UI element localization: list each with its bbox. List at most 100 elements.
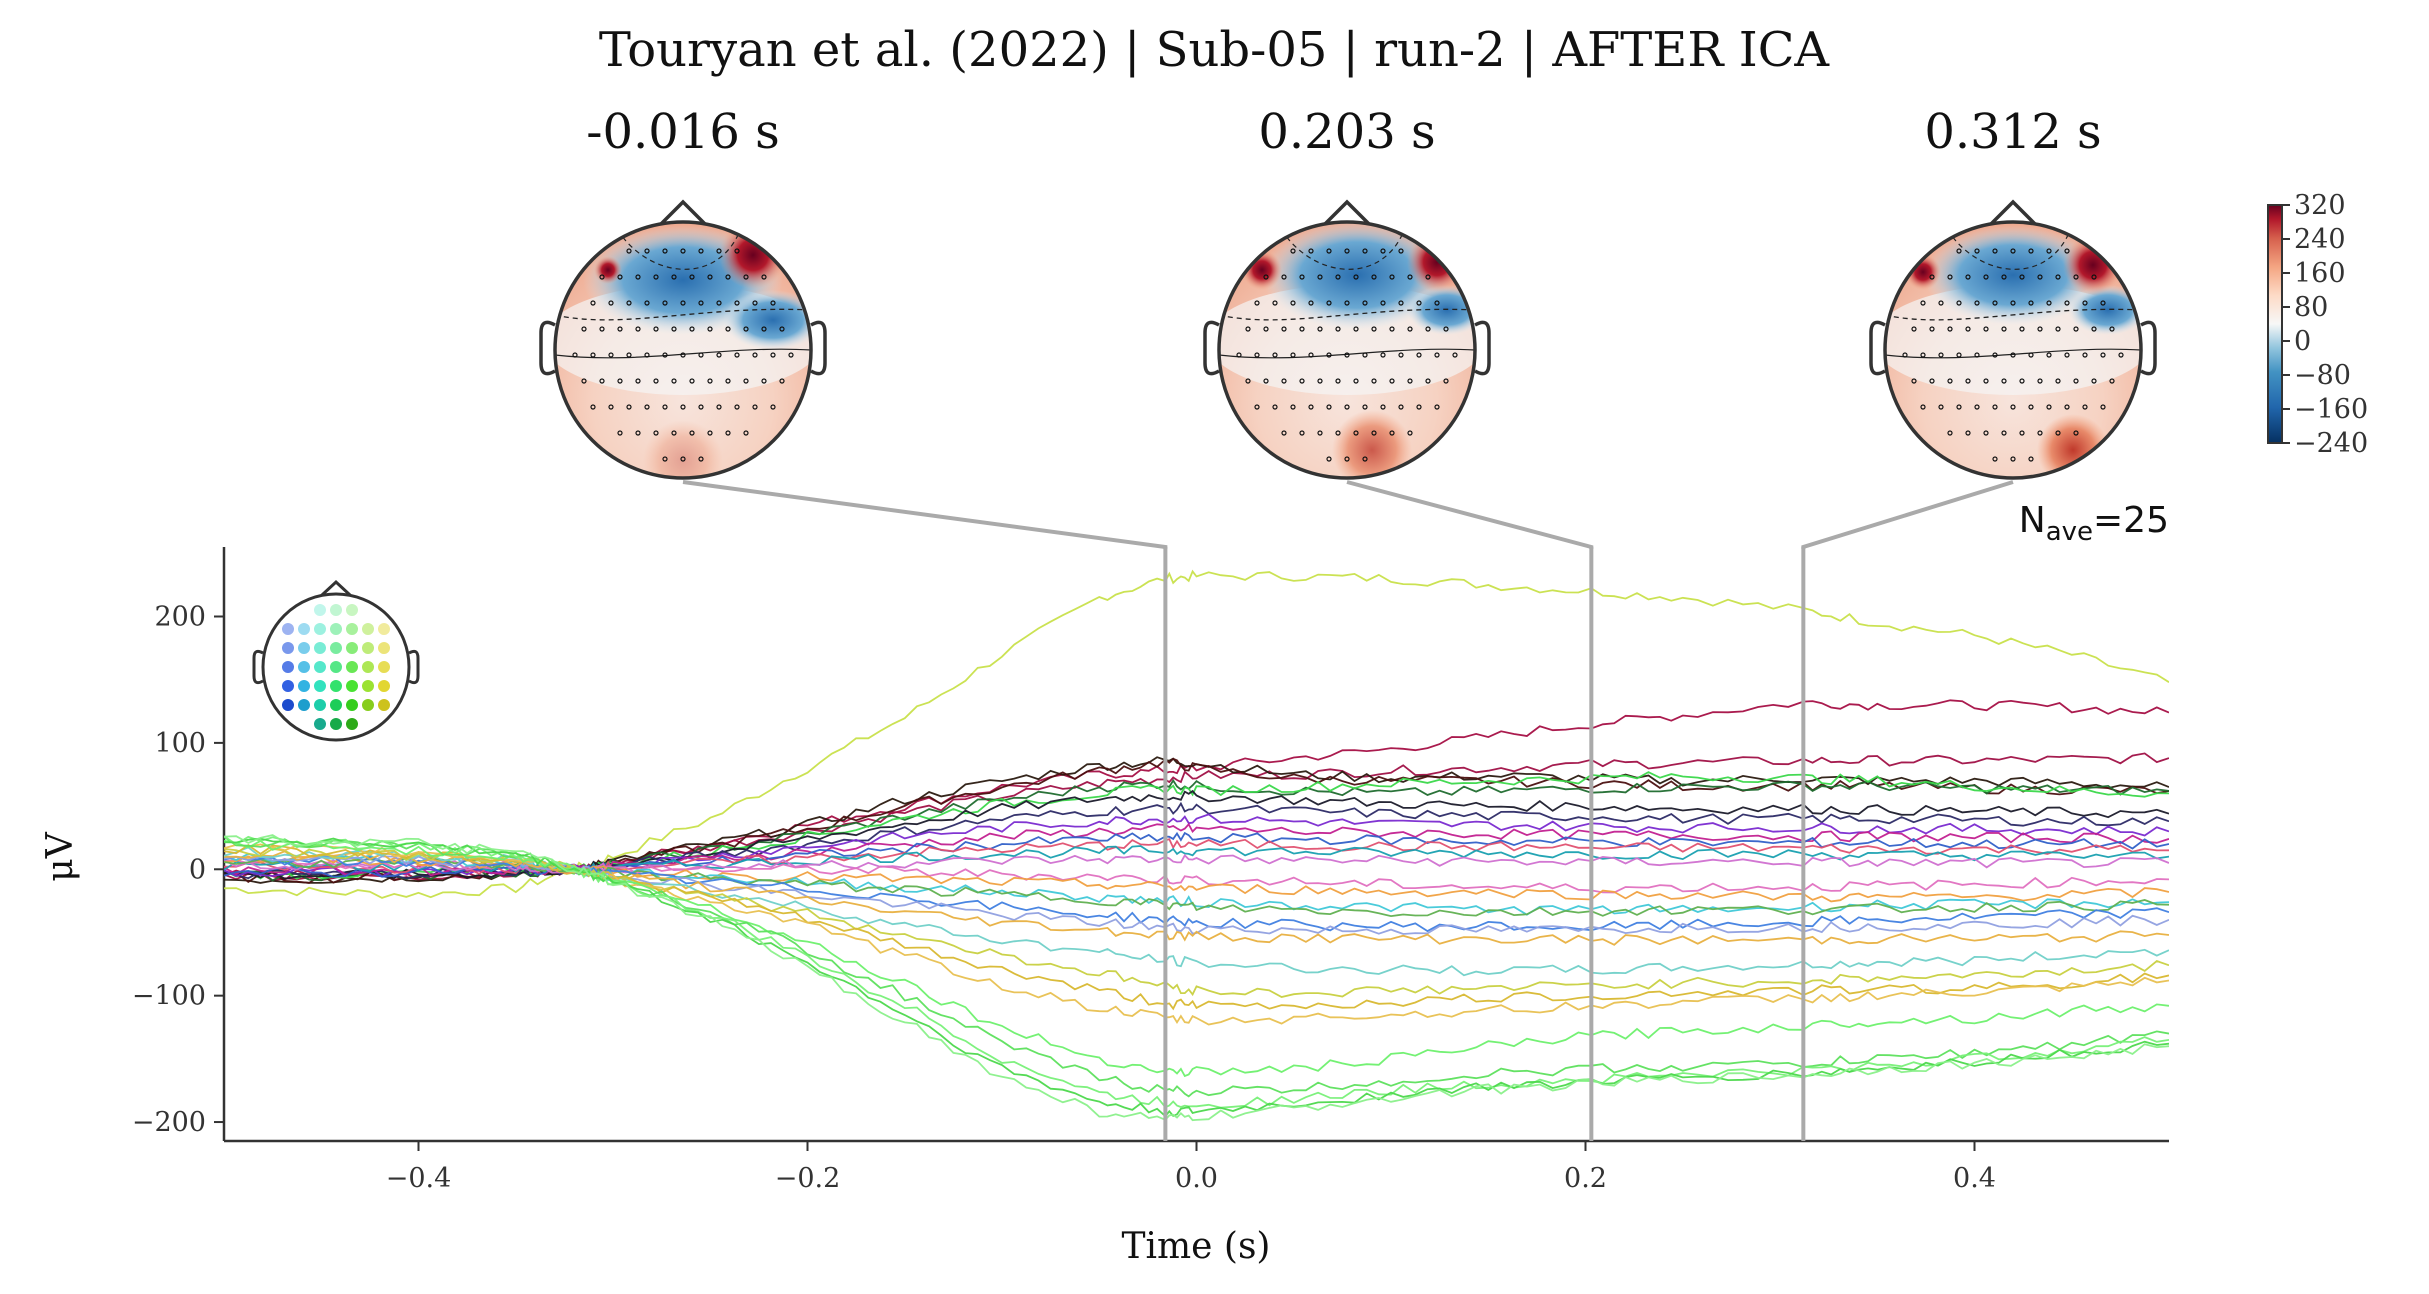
sensor-dot xyxy=(314,642,326,654)
sensor-dot xyxy=(314,604,326,616)
sensor-dot xyxy=(298,661,310,673)
nave-annotation: Nave=25 xyxy=(2019,500,2169,547)
colorbar-gradient xyxy=(2267,204,2283,444)
nave-eq: =25 xyxy=(2093,500,2169,541)
sensor-legend-inset xyxy=(252,579,420,742)
sensor-dot xyxy=(314,680,326,692)
right-ear xyxy=(2140,320,2157,376)
sensor-dot xyxy=(314,661,326,673)
sensor-dot xyxy=(330,680,342,692)
sensor-dot xyxy=(282,642,294,654)
head-outline xyxy=(1883,220,2143,480)
left-ear xyxy=(1869,320,1886,376)
sensor-dot xyxy=(282,661,294,673)
nave-n: N xyxy=(2019,500,2046,541)
colorbar-tick-label: 0 xyxy=(2294,326,2311,357)
colorbar-tick-label: −80 xyxy=(2294,360,2351,391)
topomap-1 xyxy=(539,199,827,480)
left-ear xyxy=(1203,320,1220,376)
topomap-field xyxy=(1885,222,2141,478)
x-axis-label: Time (s) xyxy=(1122,1226,1271,1267)
colorbar-tick-label: −240 xyxy=(2294,428,2368,459)
sensor-dot xyxy=(378,661,390,673)
sensor-dot xyxy=(346,623,358,635)
sensor-dot xyxy=(346,718,358,730)
sensor-dot xyxy=(362,642,374,654)
butterfly-axes: −0.4 −0.2 0.0 0.2 0.4 −200 −100 0 100 200 xyxy=(132,547,2169,1194)
topomap-field xyxy=(1219,222,1475,478)
topomap-field xyxy=(555,222,811,478)
sensor-dot xyxy=(298,699,310,711)
sensor-dot xyxy=(378,680,390,692)
sensor-dot xyxy=(362,699,374,711)
sensor-dot xyxy=(346,604,358,616)
sensor-dot xyxy=(362,661,374,673)
sensor-dot xyxy=(346,661,358,673)
eeg-trace xyxy=(224,569,2169,899)
y-axis-label: μV xyxy=(40,831,81,881)
sensor-dot xyxy=(282,680,294,692)
sensor-dot xyxy=(282,623,294,635)
sensor-dot xyxy=(346,642,358,654)
right-ear xyxy=(810,320,827,376)
head-outline xyxy=(1217,220,1477,480)
topomaps xyxy=(539,199,2157,480)
y-tick-label: 0 xyxy=(189,854,206,885)
nose xyxy=(1989,199,2037,226)
x-tick-label: 0.0 xyxy=(1175,1163,1218,1194)
sensor-dot xyxy=(362,623,374,635)
right-ear xyxy=(1474,320,1491,376)
y-tick-label: −100 xyxy=(132,981,206,1012)
sensor-dot xyxy=(298,623,310,635)
sensor-dot xyxy=(282,699,294,711)
head-outline xyxy=(553,220,813,480)
colorbar-tick-label: −160 xyxy=(2294,394,2368,425)
topomap-3 xyxy=(1869,199,2157,480)
sensor-dot xyxy=(330,604,342,616)
nave-sub: ave xyxy=(2046,517,2093,547)
sensor-dot xyxy=(330,623,342,635)
x-tick-label: 0.4 xyxy=(1953,1163,1996,1194)
sensor-dot xyxy=(330,642,342,654)
sensor-dot xyxy=(346,680,358,692)
eeg-traces xyxy=(224,569,2169,1122)
colorbar-tick-label: 160 xyxy=(2294,258,2346,289)
nose xyxy=(1323,199,1371,226)
topomap-connector xyxy=(682,480,1168,549)
x-tick-label: −0.2 xyxy=(775,1163,841,1194)
sensor-dot xyxy=(378,699,390,711)
sensor-dot xyxy=(378,642,390,654)
topomap-connector xyxy=(1346,480,1594,549)
figure-title: Touryan et al. (2022) | Sub-05 | run-2 |… xyxy=(599,22,1831,78)
sensor-dot xyxy=(378,623,390,635)
y-ticks: −200 −100 0 100 200 xyxy=(132,602,224,1138)
sensor-dot xyxy=(330,699,342,711)
x-tick-label: −0.4 xyxy=(386,1163,452,1194)
sensor-dot xyxy=(314,699,326,711)
topomap-title-3: 0.312 s xyxy=(1924,104,2101,160)
topomap-time-markers xyxy=(1163,547,1806,1141)
topomap-2 xyxy=(1203,199,1491,480)
sensor-dot xyxy=(314,623,326,635)
left-ear xyxy=(539,320,556,376)
sensor-dot xyxy=(330,718,342,730)
topomap-title-1: -0.016 s xyxy=(586,104,780,160)
sensor-dot xyxy=(314,718,326,730)
colorbar-tick-label: 320 xyxy=(2294,190,2346,221)
topomap-connectors xyxy=(682,480,2014,549)
y-tick-label: 100 xyxy=(154,728,206,759)
x-tick-label: 0.2 xyxy=(1564,1163,1607,1194)
x-ticks: −0.4 −0.2 0.0 0.2 0.4 xyxy=(386,1141,1996,1194)
y-tick-label: −200 xyxy=(132,1107,206,1138)
sensor-dot xyxy=(362,680,374,692)
colorbar-tick-label: 80 xyxy=(2294,292,2328,323)
sensor-dot xyxy=(346,699,358,711)
nose xyxy=(659,199,707,226)
sensor-dot xyxy=(298,680,310,692)
y-tick-label: 200 xyxy=(154,602,206,633)
topomap-connector xyxy=(1801,480,2014,549)
colorbar-tick-label: 240 xyxy=(2294,224,2346,255)
